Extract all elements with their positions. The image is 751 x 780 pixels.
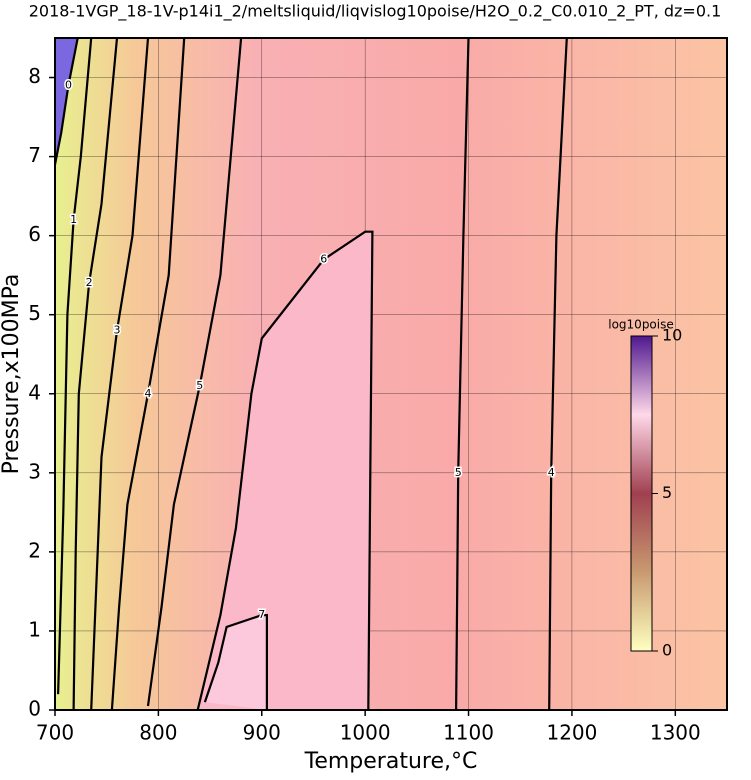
contour-label: 3 — [114, 324, 121, 337]
plot-area: 0 1 2 3 4 5 6 7 5 4 — [55, 38, 727, 710]
y-tick-label: 6 — [28, 222, 41, 246]
y-tick-label: 0 — [28, 697, 41, 721]
contour-label: 4 — [548, 466, 555, 479]
contour-label: 7 — [258, 608, 265, 621]
contour-fill — [204, 615, 267, 710]
colorbar-label: log10poise — [608, 318, 674, 332]
x-tick-label: 900 — [243, 721, 281, 745]
x-tick-label: 1300 — [650, 721, 701, 745]
y-tick-label: 8 — [28, 64, 41, 88]
colorbar-tick-label: 10 — [662, 326, 682, 345]
plot-frame — [54, 37, 728, 711]
contour-label: 2 — [86, 276, 93, 289]
contour-line — [196, 230, 374, 710]
contour-line — [57, 38, 93, 695]
contour-line — [55, 38, 79, 165]
x-tick-label: 1200 — [546, 721, 597, 745]
y-tick-label: 7 — [28, 143, 41, 167]
y-tick-label: 5 — [28, 301, 41, 325]
y-axis-label: Pressure,x100MPa — [0, 274, 24, 475]
contour-label: 0 — [65, 78, 72, 91]
x-tick-label: 700 — [36, 721, 74, 745]
contour-line — [90, 38, 150, 710]
contour-line — [548, 38, 568, 710]
x-tick-label: 800 — [139, 721, 177, 745]
chart-title: 2018-1VGP_18-1V-p14i1_2/meltsliquid/liqv… — [29, 2, 722, 22]
y-tick-label: 2 — [28, 538, 41, 562]
contour-line — [146, 38, 243, 707]
contour-line — [455, 38, 470, 710]
colorbar-tick-label: 0 — [662, 641, 672, 660]
contour-fill — [197, 231, 373, 710]
plot-background — [55, 38, 727, 710]
contour-label: 6 — [320, 252, 327, 265]
y-tick-label: 3 — [28, 459, 41, 483]
colorbar — [630, 335, 653, 652]
x-tick-label: 1100 — [443, 721, 494, 745]
y-tick-label: 4 — [28, 380, 41, 404]
contour-label: 1 — [70, 213, 77, 226]
contour-line — [203, 614, 268, 710]
x-tick-label: 1000 — [340, 721, 391, 745]
colorbar-tick-label: 5 — [662, 483, 672, 502]
contour-line — [72, 38, 119, 710]
contour-label: 5 — [196, 379, 203, 392]
x-axis-label: Temperature,°C — [304, 749, 478, 774]
contour-label: 4 — [145, 387, 152, 400]
y-tick-label: 1 — [28, 617, 41, 641]
contour-label: 5 — [455, 466, 462, 479]
contour-line — [110, 38, 186, 710]
